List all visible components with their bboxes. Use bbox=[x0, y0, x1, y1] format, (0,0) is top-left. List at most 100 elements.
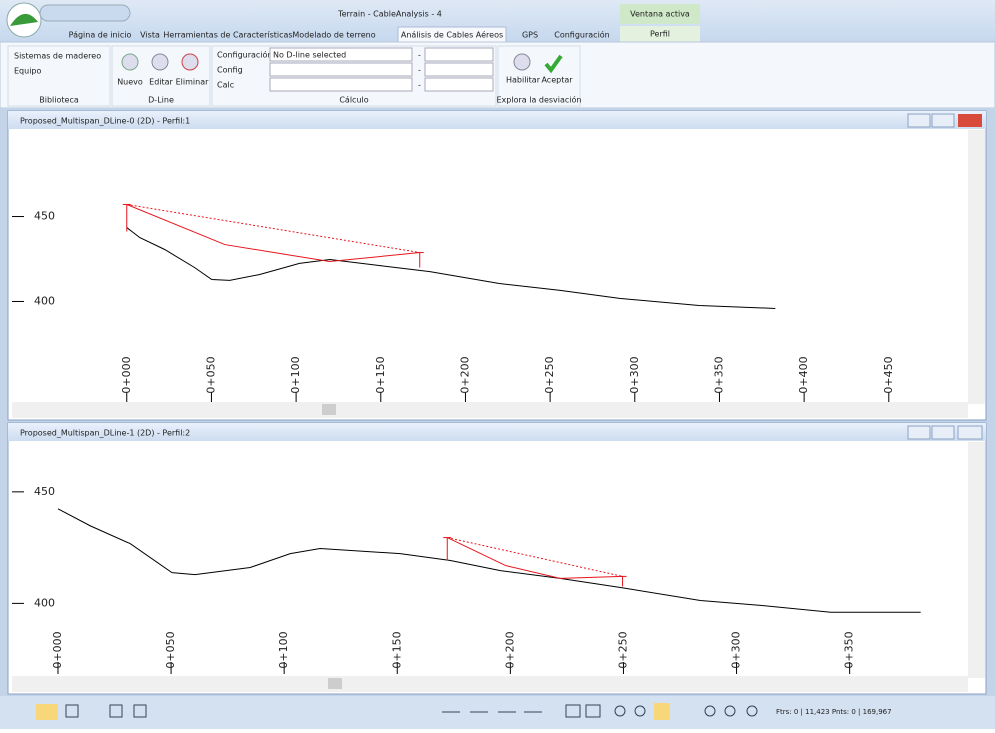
group-label: D-Line bbox=[148, 96, 174, 105]
ribbon-button[interactable]: Nuevo bbox=[117, 78, 143, 87]
view-titlebar bbox=[8, 111, 986, 129]
field-label: Calc bbox=[217, 81, 234, 90]
ribbon-button[interactable]: Habilitar bbox=[506, 76, 541, 85]
y-tick-label: 400 bbox=[34, 596, 55, 609]
minimize-button[interactable] bbox=[907, 113, 931, 128]
x-tick-label: 0+450 bbox=[882, 356, 895, 393]
x-tick-label: 0+400 bbox=[797, 356, 810, 393]
field-label: Config bbox=[217, 66, 243, 75]
context-tab-bg bbox=[620, 26, 700, 42]
ribbon-tab[interactable]: Análisis de Cables Aéreos bbox=[401, 30, 503, 40]
y-tick-label: 400 bbox=[34, 294, 55, 307]
field-dash: - bbox=[418, 51, 421, 60]
y-tick-label: 450 bbox=[34, 485, 55, 498]
group-label: Explora la desviación bbox=[497, 95, 582, 105]
x-tick-label: 0+050 bbox=[204, 356, 217, 393]
x-tick-label: 0+000 bbox=[51, 631, 64, 668]
ribbon-tab[interactable]: Vista bbox=[140, 31, 160, 40]
toolbar-button[interactable] bbox=[654, 703, 670, 720]
ribbon-button[interactable]: Editar bbox=[149, 78, 173, 87]
icon bbox=[151, 53, 169, 71]
terrain-line bbox=[57, 508, 921, 613]
group-label: Cálculo bbox=[339, 96, 368, 105]
x-tick-label: 0+200 bbox=[458, 356, 471, 393]
context-header bbox=[620, 4, 700, 24]
dropdown[interactable] bbox=[269, 62, 413, 77]
view-titlebar bbox=[8, 423, 986, 441]
quick-access[interactable] bbox=[39, 4, 131, 22]
v-scrollbar[interactable] bbox=[968, 130, 985, 404]
v-scrollbar[interactable] bbox=[968, 442, 985, 678]
x-tick-label: 0+200 bbox=[503, 631, 516, 668]
view-title: Proposed_Multispan_DLine-1 (2D) - Perfil… bbox=[20, 429, 190, 438]
x-tick-label: 0+150 bbox=[374, 356, 387, 393]
group-box bbox=[111, 45, 211, 107]
group-box bbox=[211, 45, 497, 107]
profiles: 400 450 0+000 0+050 0+100 0+150 0+200 0+250 0+30… bbox=[12, 203, 921, 674]
icon bbox=[121, 53, 139, 71]
input[interactable] bbox=[424, 77, 494, 92]
ribbon-tab[interactable]: Configuración bbox=[554, 30, 610, 40]
close-button[interactable] bbox=[957, 425, 983, 440]
window-title: Terrain - CableAnalysis - 4 bbox=[337, 10, 442, 19]
x-tick-label: 0+300 bbox=[628, 356, 641, 393]
input[interactable] bbox=[424, 62, 494, 77]
dropdown[interactable] bbox=[269, 47, 413, 62]
h-scrollbar[interactable] bbox=[12, 676, 968, 692]
field-label: Configuración bbox=[217, 50, 273, 60]
x-tick-label: 0+100 bbox=[289, 356, 302, 393]
icon bbox=[513, 53, 531, 71]
x-tick-label: 0+150 bbox=[390, 631, 403, 668]
minimize-button[interactable] bbox=[907, 425, 931, 440]
ribbon-button[interactable]: Aceptar bbox=[541, 76, 573, 85]
maximize-button[interactable] bbox=[931, 113, 955, 128]
cable-line bbox=[447, 537, 623, 579]
ribbon-tab[interactable]: Herramientas de Características bbox=[163, 31, 292, 40]
context-title: Ventana activa bbox=[630, 10, 690, 19]
ribbon-item[interactable]: Sistemas de madereo bbox=[14, 52, 101, 61]
ribbon-tab[interactable]: Página de inicio bbox=[69, 31, 132, 40]
ribbon-tab[interactable]: GPS bbox=[522, 31, 538, 40]
ribbon-tab[interactable]: Modelado de terreno bbox=[292, 31, 375, 40]
ribbon-item[interactable]: Equipo bbox=[14, 67, 42, 76]
x-tick-label: 0+250 bbox=[543, 356, 556, 393]
toolbar-icons bbox=[65, 704, 758, 718]
field-dash: - bbox=[418, 66, 421, 75]
field-dash: - bbox=[418, 81, 421, 90]
y-tick-label: 450 bbox=[34, 210, 55, 223]
tab-row: Página de inicio Vista Herramientas de Car… bbox=[69, 30, 610, 40]
x-tick-label: 0+250 bbox=[616, 631, 629, 668]
scroll-thumb[interactable] bbox=[328, 678, 342, 689]
cable-line bbox=[126, 204, 420, 263]
view-title: Proposed_Multispan_DLine-0 (2D) - Perfil… bbox=[20, 117, 190, 126]
group-label: Biblioteca bbox=[39, 96, 79, 105]
close-button[interactable] bbox=[958, 114, 982, 127]
group-box bbox=[7, 45, 111, 107]
status-bar bbox=[0, 696, 995, 729]
ribbon-button[interactable]: Eliminar bbox=[176, 78, 209, 87]
icon bbox=[544, 54, 563, 74]
toolbar-button[interactable] bbox=[36, 704, 58, 720]
terrain-line bbox=[126, 227, 776, 309]
group-box bbox=[497, 45, 581, 107]
h-scrollbar[interactable] bbox=[12, 402, 968, 418]
maximize-button[interactable] bbox=[931, 425, 955, 440]
view-window bbox=[7, 110, 987, 421]
icon bbox=[181, 53, 199, 71]
context-tab[interactable]: Perfil bbox=[650, 30, 670, 39]
input[interactable] bbox=[424, 47, 494, 62]
x-tick-label: 0+100 bbox=[277, 631, 290, 668]
x-tick-label: 0+000 bbox=[120, 356, 133, 393]
chord-line bbox=[126, 203, 420, 254]
dropdown-value: No D-line selected bbox=[273, 51, 346, 60]
view-window bbox=[7, 422, 987, 695]
x-tick-label: 0+050 bbox=[164, 631, 177, 668]
chord-line bbox=[447, 537, 623, 577]
app-logo bbox=[10, 13, 38, 26]
dropdown[interactable] bbox=[269, 77, 413, 92]
status-text: Ftrs: 0 | 11,423 Pnts: 0 | 169,967 bbox=[776, 708, 892, 716]
x-tick-label: 0+350 bbox=[843, 631, 856, 668]
scroll-thumb[interactable] bbox=[322, 404, 336, 415]
